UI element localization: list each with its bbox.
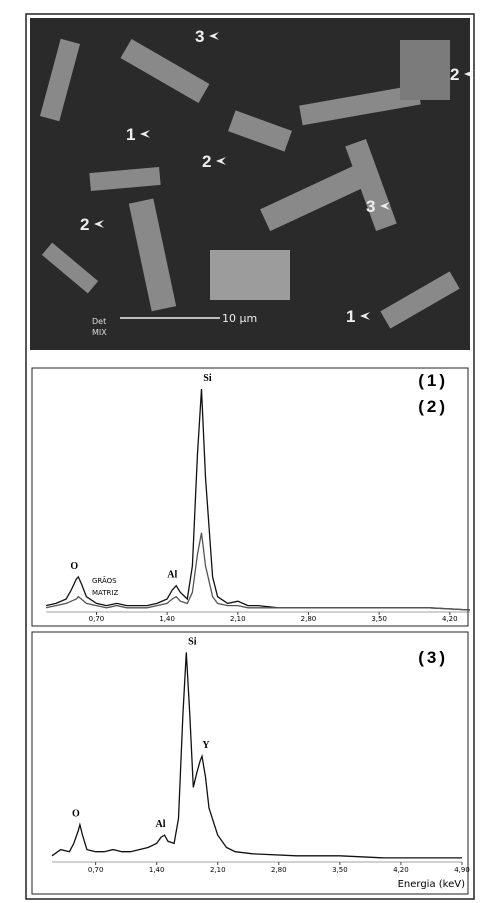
region-label: 1 bbox=[346, 307, 355, 326]
region-label: 1 bbox=[126, 125, 135, 144]
x-tick-label: 4,20 bbox=[442, 615, 458, 623]
panel-label: (1) bbox=[418, 371, 448, 390]
legend-entry: MATRIZ bbox=[92, 589, 118, 597]
spectrum-line bbox=[45, 388, 471, 611]
x-tick-label: 3,50 bbox=[371, 615, 387, 623]
arrow bbox=[209, 32, 219, 40]
arrow bbox=[94, 220, 104, 228]
mix-label: MIX bbox=[92, 328, 107, 337]
x-tick-label: 1,40 bbox=[149, 866, 165, 874]
x-axis-label: Energia (keV) bbox=[398, 879, 466, 890]
x-tick-label: 0,70 bbox=[88, 866, 104, 874]
panel-label: (2) bbox=[418, 397, 448, 416]
x-tick-label: 1,40 bbox=[159, 615, 175, 623]
x-tick-label: 4,90 bbox=[454, 866, 470, 874]
panel-label: (3) bbox=[418, 648, 448, 667]
scale-label: 10 µm bbox=[222, 312, 257, 325]
peak-label: Y bbox=[202, 740, 210, 751]
spectrum-line bbox=[45, 532, 471, 611]
x-tick-label: 2,80 bbox=[271, 866, 287, 874]
region-label: 3 bbox=[366, 197, 375, 216]
peak-label: Al bbox=[156, 819, 166, 830]
peak-label: O bbox=[72, 809, 80, 820]
peak-label: Si bbox=[188, 636, 197, 647]
arrow bbox=[216, 157, 226, 165]
legend-entry: GRÃOS bbox=[92, 576, 117, 585]
x-tick-label: 2,10 bbox=[210, 866, 226, 874]
spectrum-line bbox=[51, 652, 462, 859]
arrow bbox=[464, 70, 474, 78]
region-label: 2 bbox=[202, 152, 211, 171]
region-label: 2 bbox=[80, 215, 89, 234]
region-label: 3 bbox=[195, 27, 204, 46]
det-label: Det bbox=[92, 317, 106, 326]
peak-label: Al bbox=[167, 570, 177, 581]
arrow bbox=[380, 202, 390, 210]
region-label: 2 bbox=[450, 65, 459, 84]
x-tick-label: 0,70 bbox=[89, 615, 105, 623]
peak-label: Si bbox=[203, 373, 212, 384]
x-tick-label: 3,50 bbox=[332, 866, 348, 874]
x-tick-label: 2,80 bbox=[301, 615, 317, 623]
spectrum-panel bbox=[31, 631, 469, 895]
x-tick-label: 4,20 bbox=[393, 866, 409, 874]
x-tick-label: 2,10 bbox=[230, 615, 246, 623]
arrow bbox=[140, 130, 150, 138]
arrow bbox=[360, 312, 370, 320]
spectrum-panel bbox=[31, 367, 469, 627]
crystals bbox=[39, 38, 460, 329]
peak-label: O bbox=[70, 561, 78, 572]
